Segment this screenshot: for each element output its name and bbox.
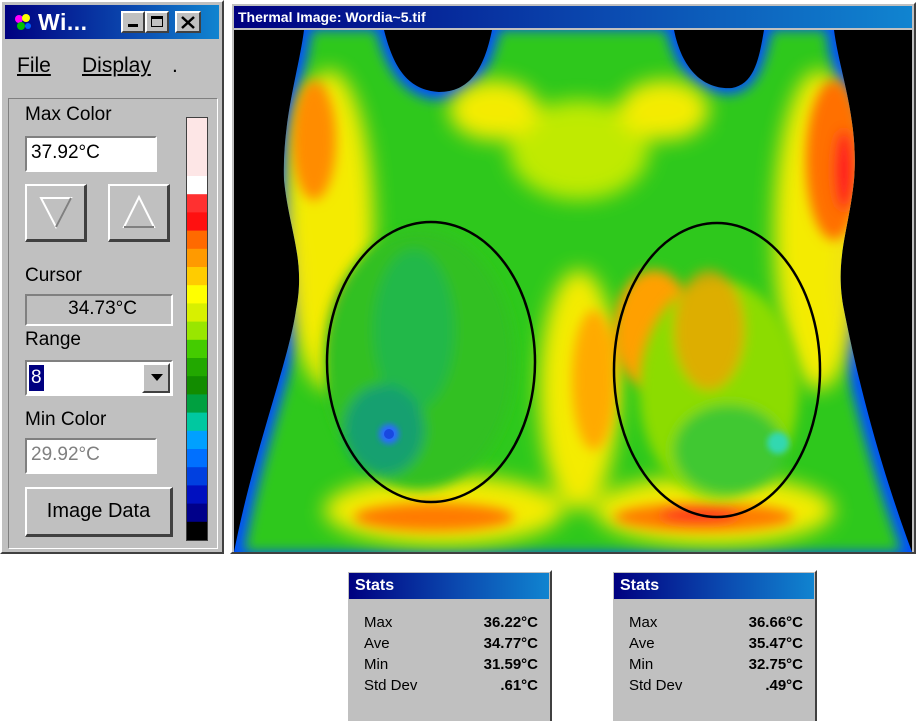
thermal-image-window: Thermal Image: Wordia~5.tif [230, 2, 916, 554]
stats-titlebar[interactable]: Stats [614, 573, 814, 599]
stats-row-min: Min 32.75°C [629, 656, 803, 676]
stats-value: 36.22°C [483, 614, 538, 631]
control-window-title: Wi... [38, 9, 88, 35]
stats-value: 34.77°C [483, 635, 538, 652]
image-data-button[interactable]: Image Data [25, 487, 173, 537]
controls-frame [8, 98, 218, 549]
palette-swatch [187, 467, 207, 486]
stats-value: 31.59°C [483, 656, 538, 673]
body-region [234, 30, 912, 552]
palette-swatch [187, 412, 207, 432]
menu-display[interactable]: Display [82, 54, 151, 78]
increase-button[interactable] [108, 184, 170, 242]
max-color-field[interactable]: 37.92°C [25, 136, 157, 172]
control-window-titlebar[interactable]: Wi... [5, 5, 219, 39]
stats-value: .49°C [765, 677, 803, 694]
menu-extra[interactable]: . [172, 54, 178, 77]
stats-row-ave: Ave 35.47°C [629, 635, 803, 655]
palette-swatch [187, 118, 207, 177]
triangle-down-icon [39, 197, 73, 230]
stats-row-max: Max 36.22°C [364, 614, 538, 634]
max-color-label: Max Color [25, 104, 112, 125]
menu-file-label: File [17, 54, 51, 77]
stats-row-std-dev: Std Dev .49°C [629, 677, 803, 697]
palette-swatch [187, 303, 207, 323]
stats-value: 32.75°C [748, 656, 803, 673]
stats-label: Ave [629, 635, 655, 652]
stats-label: Min [364, 656, 389, 673]
decrease-button[interactable] [25, 184, 87, 242]
thermal-image-graphic [234, 30, 912, 552]
palette-swatch [187, 321, 207, 341]
stats-label: Max [629, 614, 658, 631]
min-color-label: Min Color [25, 409, 107, 430]
palette-swatch [187, 376, 207, 395]
palette-swatch [187, 285, 207, 304]
palette-swatch [187, 449, 207, 468]
range-select-value: 8 [29, 365, 44, 391]
stats-panel-right: Stats Max 36.66°C Ave 35.47°C Min 32.75°… [611, 570, 817, 721]
stats-row-ave: Ave 34.77°C [364, 635, 538, 655]
thermal-image[interactable] [234, 30, 912, 552]
minimize-button[interactable] [121, 11, 145, 33]
palette-swatch [187, 358, 207, 377]
thermal-window-titlebar[interactable]: Thermal Image: Wordia~5.tif [234, 6, 912, 28]
close-button[interactable] [175, 11, 201, 33]
stats-row-min: Min 31.59°C [364, 656, 538, 676]
menu-bar: File Display . [5, 50, 219, 80]
app-icon [15, 14, 31, 30]
stats-value: .61°C [500, 677, 538, 694]
cursor-label: Cursor [25, 265, 83, 286]
menu-display-label: Display [82, 54, 151, 77]
stats-titlebar[interactable]: Stats [349, 573, 549, 599]
cursor-readout: 34.73°C [25, 294, 173, 326]
minimize-icon [128, 24, 138, 27]
stats-value: 36.66°C [748, 614, 803, 631]
palette-swatch [187, 248, 207, 268]
menu-file[interactable]: File [17, 54, 51, 78]
palette-swatch [187, 194, 207, 213]
stats-label: Min [629, 656, 654, 673]
palette-swatch [187, 267, 207, 286]
stats-label: Ave [364, 635, 390, 652]
range-dropdown-button[interactable] [142, 363, 170, 393]
stats-label: Std Dev [629, 677, 683, 694]
stats-title: Stats [620, 577, 660, 594]
palette-swatch [187, 394, 207, 414]
maximize-button[interactable] [145, 11, 169, 33]
stats-label: Std Dev [364, 677, 418, 694]
maximize-icon [151, 16, 163, 27]
stats-label: Max [364, 614, 393, 631]
range-select[interactable]: 8 [25, 360, 173, 396]
color-palette-bar [186, 117, 208, 541]
roi-left-ellipse[interactable] [325, 220, 537, 504]
roi-right-ellipse[interactable] [612, 221, 822, 519]
palette-swatch [187, 485, 207, 505]
min-color-field[interactable]: 29.92°C [25, 438, 157, 474]
range-label: Range [25, 329, 81, 350]
close-icon [181, 16, 195, 29]
stats-row-max: Max 36.66°C [629, 614, 803, 634]
chevron-down-icon [151, 374, 163, 381]
triangle-up-icon [122, 194, 156, 228]
stats-panel-left: Stats Max 36.22°C Ave 34.77°C Min 31.59°… [346, 570, 552, 721]
palette-swatch [187, 430, 207, 450]
palette-swatch [187, 176, 207, 195]
palette-swatch [187, 339, 207, 359]
stats-title: Stats [355, 577, 395, 594]
stats-value: 35.47°C [748, 635, 803, 652]
thermal-window-title: Thermal Image: Wordia~5.tif [238, 9, 426, 25]
palette-swatch [187, 212, 207, 232]
palette-swatch [187, 503, 207, 523]
palette-swatch [187, 521, 207, 540]
stats-row-std-dev: Std Dev .61°C [364, 677, 538, 697]
palette-swatch [187, 230, 207, 250]
